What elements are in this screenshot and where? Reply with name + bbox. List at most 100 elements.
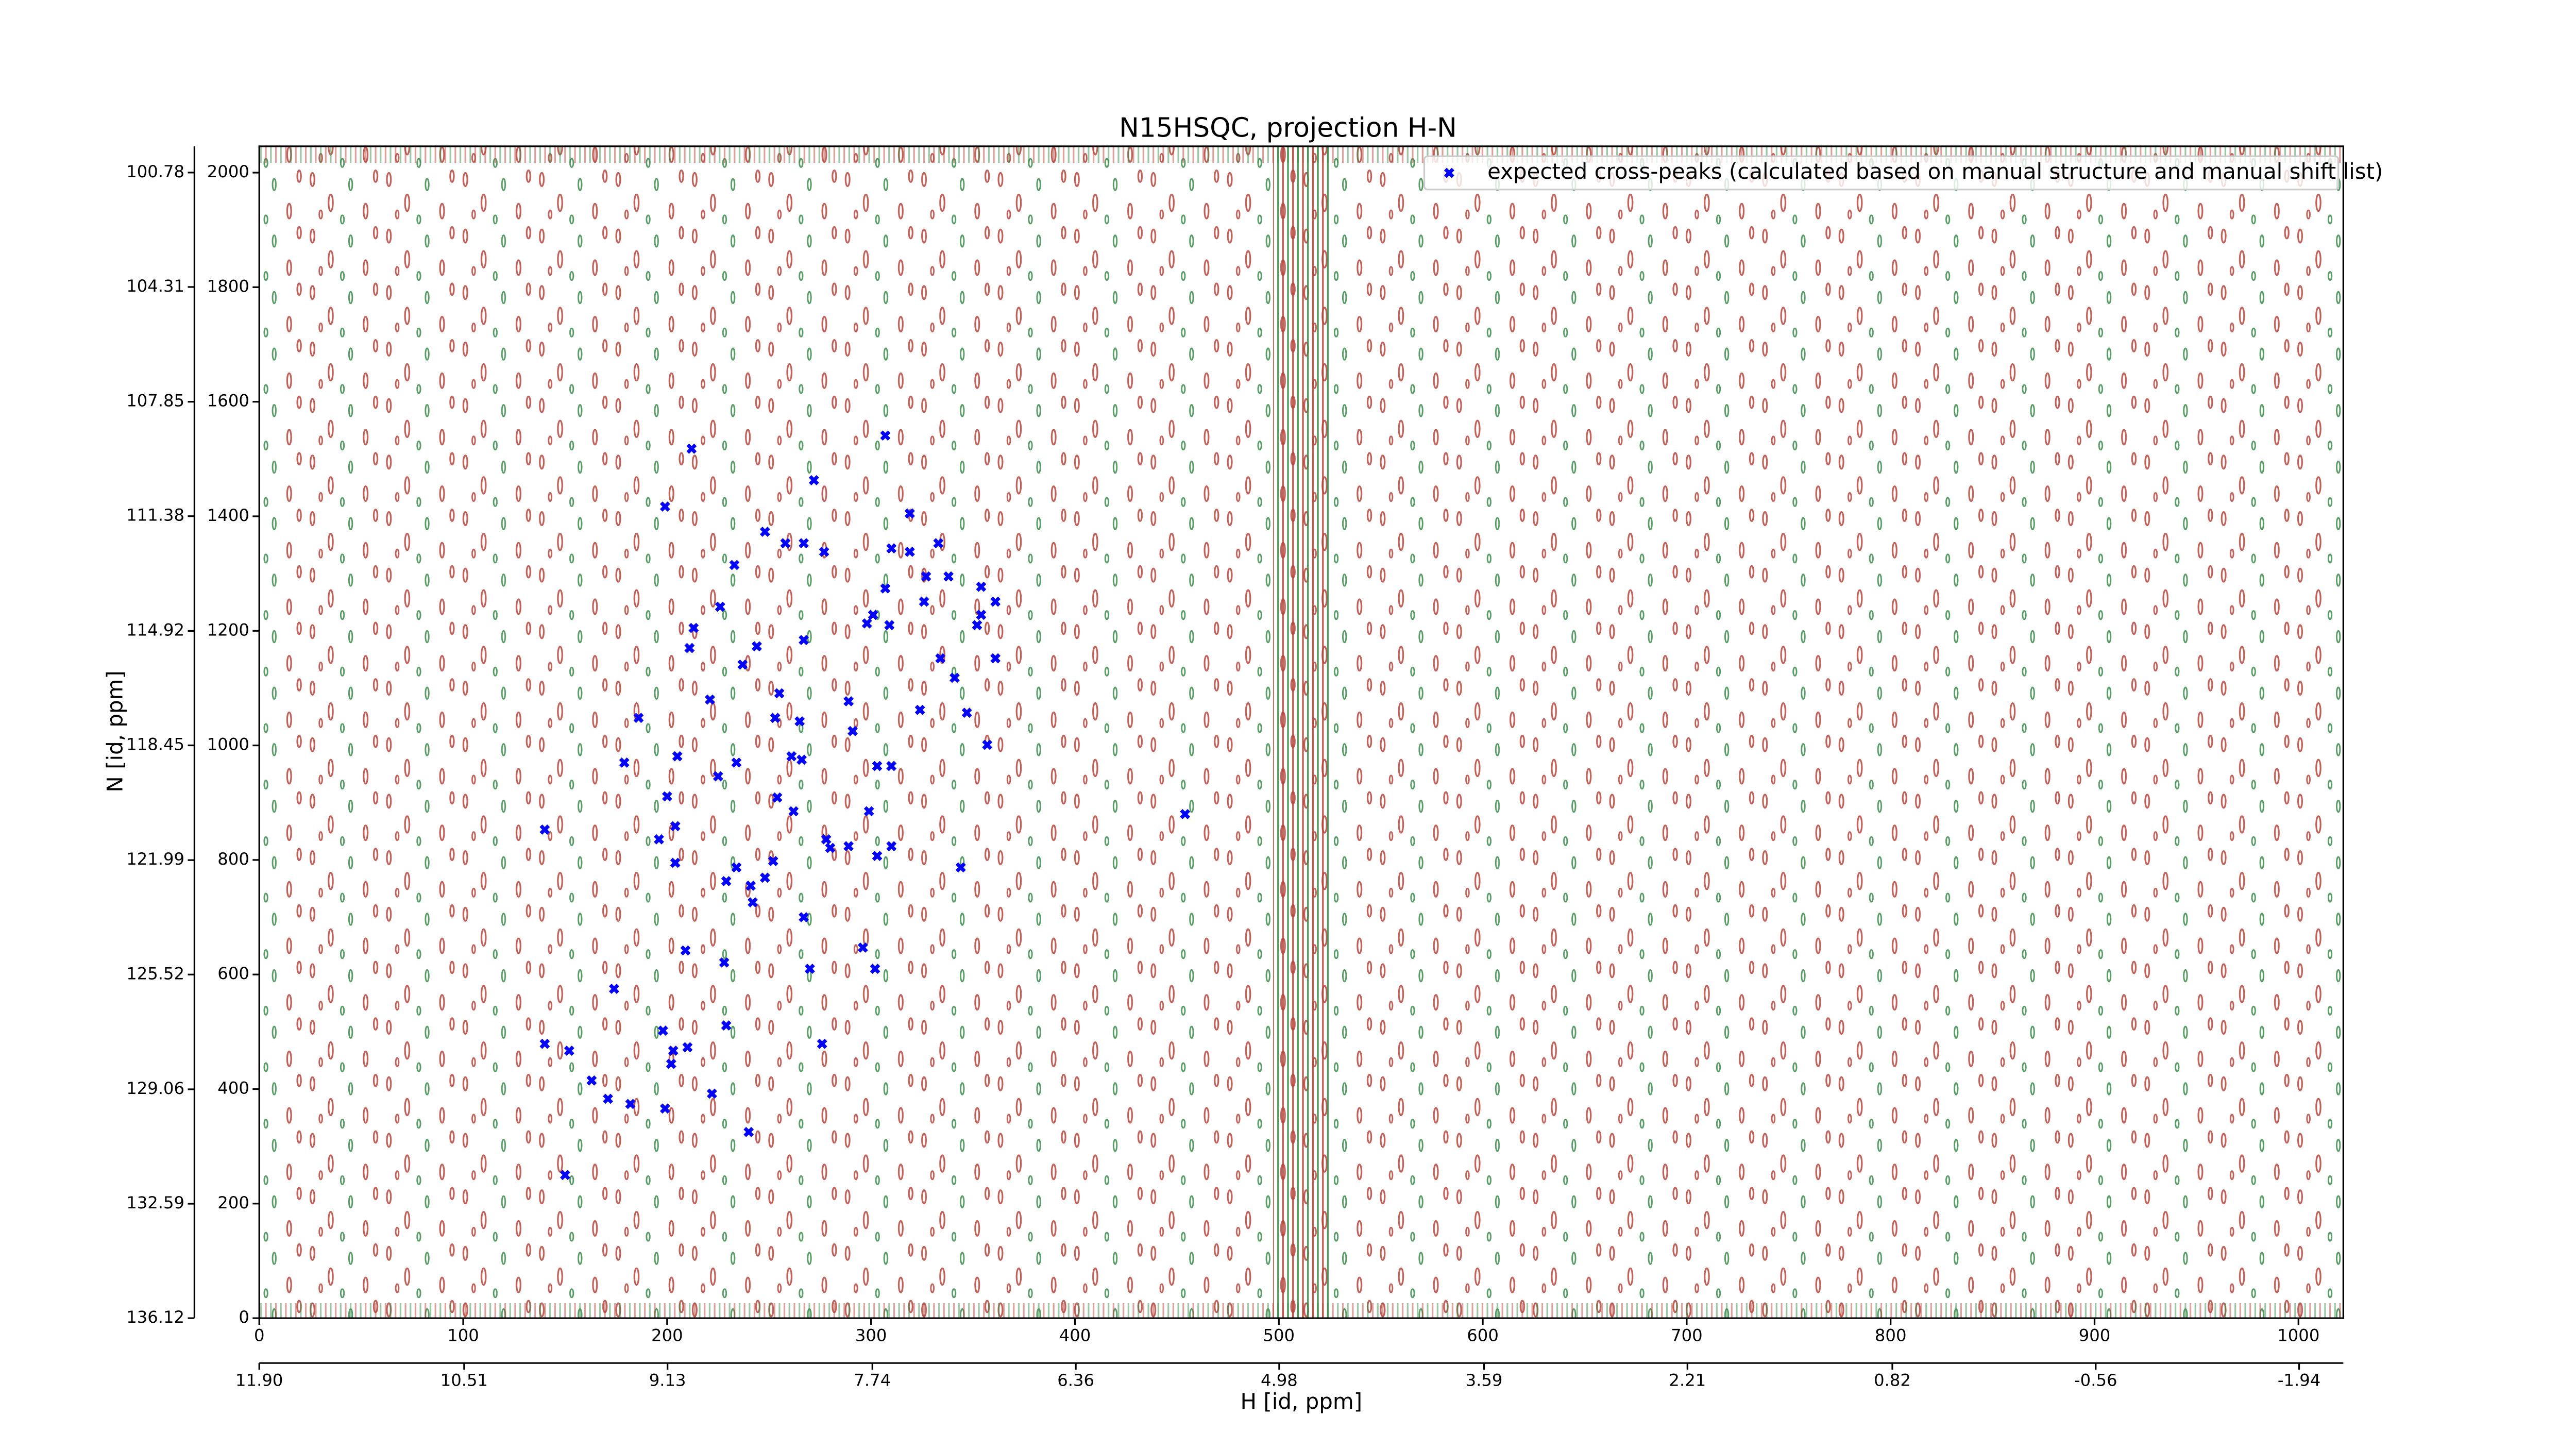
y-tick-label: 2000: [207, 162, 249, 181]
cross-peak: [721, 1020, 732, 1031]
cross-peak: [861, 618, 872, 629]
y-tick-label: 600: [217, 964, 249, 983]
cross-peak: [731, 862, 742, 873]
cross-peak: [799, 635, 809, 645]
cross-peak: [904, 546, 915, 557]
y2-tick-label: 114.92: [126, 620, 184, 639]
cross-peak: [799, 912, 809, 922]
cross-peak: [961, 707, 972, 718]
cross-peak: [943, 571, 954, 582]
cross-peak: [886, 543, 897, 554]
cross-peak: [933, 538, 944, 549]
cross-peak: [955, 862, 966, 873]
cross-peak: [662, 791, 672, 802]
y2-tick-label: 121.99: [126, 849, 184, 869]
cross-peak: [935, 653, 946, 664]
cross-peak: [843, 696, 854, 706]
cross-peak: [770, 713, 781, 723]
cross-peak: [794, 716, 805, 727]
cross-peak: [786, 751, 797, 762]
plot-frame: [258, 145, 2344, 1319]
cross-peak: [715, 601, 725, 612]
cross-peak: [950, 672, 960, 683]
x-tick-label: 900: [2079, 1326, 2111, 1345]
y2-tick-label: 132.59: [126, 1193, 184, 1212]
cross-peak: [731, 757, 742, 768]
x2-tick-label: 7.74: [854, 1371, 891, 1390]
cross-peak: [914, 704, 925, 715]
cross-peak: [672, 751, 683, 762]
cross-peak: [729, 560, 740, 570]
cross-peak: [619, 757, 630, 768]
y-axis-label: N [id, ppm]: [102, 670, 127, 792]
cross-peak: [759, 872, 770, 883]
y2-tick-label: 118.45: [126, 734, 184, 754]
y-tick-label: 1800: [207, 276, 249, 296]
x2-tick-label: -1.94: [2278, 1371, 2320, 1390]
cross-peak: [745, 880, 756, 891]
cross-peak: [719, 957, 730, 968]
cross-peak: [688, 622, 699, 633]
x2-tick-label: 11.90: [235, 1371, 283, 1390]
cross-peak: [880, 583, 891, 594]
cross-peak: [759, 527, 770, 537]
cross-peak: [713, 771, 723, 782]
cross-peak: [539, 824, 550, 835]
cross-peak: [872, 761, 883, 771]
cross-peak: [982, 739, 993, 750]
y-tick-label: 1600: [207, 391, 249, 411]
x-tick-label: 300: [855, 1326, 887, 1345]
cross-peak: [657, 1025, 668, 1036]
x2-tick-label: 0.82: [1874, 1371, 1911, 1390]
x2-tick-label: 6.36: [1057, 1371, 1094, 1390]
cross-peak: [743, 1126, 754, 1137]
x-tick-label: 0: [254, 1326, 265, 1345]
cross-peak: [705, 694, 715, 705]
spectrum-background: [259, 146, 2344, 1319]
x2-tick-label: -0.56: [2074, 1371, 2117, 1390]
cross-peak: [904, 508, 915, 519]
x2-tick-label: 10.51: [440, 1371, 488, 1390]
cross-peak: [659, 501, 670, 512]
cross-peak: [1180, 809, 1191, 819]
y2-tick-label: 111.38: [126, 506, 184, 525]
x-tick-label: 200: [651, 1326, 683, 1345]
cross-peak: [721, 876, 732, 886]
cross-peak: [972, 620, 982, 631]
legend-marker: [1444, 167, 1454, 178]
x-tick-label: 700: [1671, 1326, 1703, 1345]
cross-peak: [819, 546, 829, 557]
y-tick-label: 0: [239, 1307, 249, 1327]
y-tick-label: 1200: [207, 620, 249, 639]
cross-peak: [821, 834, 832, 845]
cross-peak: [788, 806, 799, 817]
cross-peak: [857, 942, 868, 953]
cross-peak: [884, 620, 895, 631]
cross-peak: [684, 643, 695, 653]
cross-peak: [825, 843, 836, 853]
chart-title: N15HSQC, projection H-N: [1119, 113, 1457, 144]
cross-peak: [990, 596, 1001, 607]
cross-peak: [780, 538, 791, 549]
y-tick-label: 400: [217, 1078, 249, 1098]
cross-peak: [560, 1170, 570, 1181]
x-tick-label: 500: [1263, 1326, 1295, 1345]
cross-peak: [886, 841, 897, 852]
cross-peak: [843, 841, 854, 852]
cross-peak: [564, 1046, 574, 1056]
cross-peak: [868, 610, 878, 620]
x2-tick-label: 4.98: [1261, 1371, 1298, 1390]
cross-peak: [863, 806, 874, 817]
cross-peak: [768, 856, 778, 867]
cross-peak: [919, 596, 929, 607]
cross-peak: [752, 641, 762, 652]
cross-peak: [848, 726, 858, 736]
y-tick-label: 1000: [207, 735, 249, 754]
cross-peak: [808, 475, 819, 485]
cross-peak: [872, 851, 883, 862]
cross-peak: [748, 897, 758, 908]
cross-peak: [799, 538, 809, 549]
x2-tick-label: 9.13: [649, 1371, 686, 1390]
